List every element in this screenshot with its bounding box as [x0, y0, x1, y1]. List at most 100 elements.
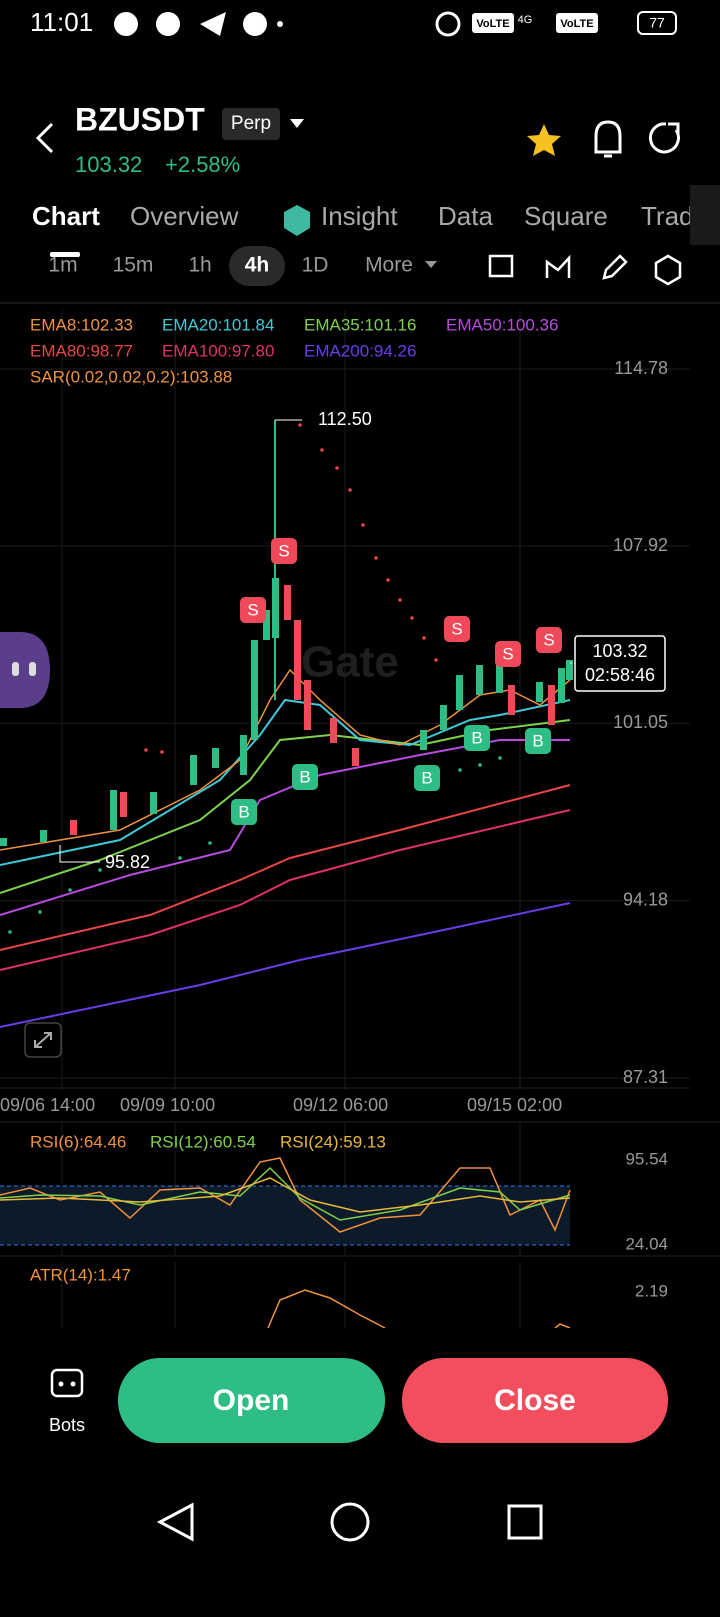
insight-icon — [284, 205, 310, 236]
y-tick-label: 101.05 — [613, 712, 668, 732]
indicator-legend: EMA100:97.80 — [162, 341, 274, 360]
x-tick-label: 09/06 14:00 — [0, 1095, 95, 1115]
signal-badge — [444, 616, 470, 642]
intervals: 1m 15m 1h 4h 1D More — [48, 246, 437, 286]
tab[interactable]: Trad — [641, 201, 694, 231]
indicator-legend: EMA8:102.33 — [30, 315, 133, 334]
rsi-lines — [0, 1157, 571, 1233]
signal: B — [231, 799, 257, 825]
y-tick-label: 2.19 — [635, 1281, 668, 1300]
tab[interactable]: Overview — [130, 201, 239, 231]
signal-label: S — [451, 619, 462, 638]
indicator-legend: EMA80:98.77 — [30, 341, 133, 360]
signal: B — [464, 725, 490, 751]
sar-dots — [144, 423, 438, 754]
time-axis: 09/06 14:00 09/09 10:00 09/12 06:00 09/15 0… — [0, 1095, 562, 1115]
atr-axis: 2.19 — [635, 1281, 668, 1300]
more-caret — [425, 261, 437, 268]
tab[interactable]: Data — [438, 201, 493, 231]
signal-badge — [536, 627, 562, 653]
rsi-legend: RSI(6):64.46 RSI(12):60.54 RSI(24):59.13 — [30, 1132, 386, 1151]
signal-label: B — [532, 731, 543, 750]
interval[interactable]: More — [365, 254, 413, 277]
last-price-box — [574, 635, 666, 692]
tab-indicator — [50, 252, 80, 257]
rsi-legend: RSI(6):64.46 — [30, 1132, 126, 1151]
alert-icon[interactable] — [594, 120, 622, 158]
network-label: 4G — [518, 14, 533, 26]
signal-label: S — [502, 644, 513, 663]
atr-line — [267, 1289, 571, 1329]
tool-icon[interactable] — [545, 254, 571, 278]
volte-badge — [556, 13, 598, 33]
signal: B — [414, 765, 440, 791]
x-tick-label: 09/12 06:00 — [293, 1095, 388, 1115]
open-button[interactable] — [118, 1358, 385, 1443]
tab[interactable]: Chart — [32, 201, 100, 231]
price-axis: 114.78 107.92 101.05 94.18 87.31 — [0, 358, 690, 1087]
floating-assistant[interactable] — [0, 632, 50, 708]
assistant-eye — [29, 662, 36, 676]
nav-back[interactable] — [156, 1502, 194, 1542]
signals: S S S S S B B B B B — [231, 538, 562, 825]
interval[interactable]: 1D — [302, 254, 329, 277]
signal-label: B — [299, 767, 310, 786]
bots-eye — [58, 1381, 64, 1387]
bots-eye — [70, 1381, 76, 1387]
tool-icon[interactable] — [654, 254, 682, 286]
share-icon[interactable] — [648, 122, 680, 154]
expand-icon — [34, 1032, 52, 1048]
interval-selected — [229, 246, 285, 286]
battery — [637, 11, 677, 35]
interval[interactable]: 4h — [245, 254, 270, 277]
expand-button[interactable] — [24, 1022, 62, 1058]
tab-fade — [690, 185, 720, 245]
status-icons — [114, 11, 461, 37]
y-tick-label: 95.54 — [625, 1149, 668, 1168]
rsi-legend: RSI(12):60.54 — [150, 1132, 256, 1151]
high-label: 112.50 — [318, 409, 372, 429]
back-button[interactable] — [35, 122, 54, 154]
x-tick-label: 09/09 10:00 — [120, 1095, 215, 1115]
interval[interactable]: 1h — [188, 254, 211, 277]
y-tick-label: 24.04 — [625, 1234, 668, 1253]
tabs: Chart Overview Insight Data Square Trad — [32, 201, 694, 231]
toolbar-icons — [488, 254, 682, 286]
close-button[interactable] — [402, 1358, 668, 1443]
perp-badge[interactable] — [222, 108, 280, 140]
indicator-legend: EMA50:100.36 — [446, 315, 558, 334]
bots-icon[interactable] — [50, 1368, 84, 1398]
tool-icon[interactable] — [602, 254, 628, 280]
tab[interactable]: Insight — [321, 201, 398, 231]
favorite-icon[interactable] — [527, 124, 561, 156]
indicator-legend: EMA35:101.16 — [304, 315, 416, 334]
bots-label[interactable]: Bots — [49, 1415, 85, 1435]
indicator-legend: SAR(0.02,0.02,0.2):103.88 — [30, 367, 232, 386]
battery-level: 77 — [649, 15, 665, 31]
signal: B — [525, 728, 551, 754]
signal-label: B — [421, 768, 432, 787]
interval[interactable]: 1m — [48, 254, 77, 277]
tab[interactable]: Square — [524, 201, 608, 231]
clock: 11:01 — [30, 7, 93, 37]
interval[interactable]: 15m — [113, 254, 154, 277]
network-label: VoLTE — [476, 18, 509, 30]
signal: S — [444, 616, 470, 642]
low-label: 95.82 — [105, 852, 150, 872]
signal-badge — [292, 764, 318, 790]
change: +2.58% — [165, 152, 240, 177]
tool-icon[interactable] — [488, 254, 514, 278]
open-label: Open — [213, 1384, 290, 1417]
nav-home[interactable] — [330, 1502, 370, 1542]
low-leader — [59, 845, 100, 863]
perp-label: Perp — [231, 113, 271, 134]
signal: B — [292, 764, 318, 790]
signal: S — [240, 597, 266, 623]
dropdown-icon[interactable] — [290, 119, 304, 128]
assistant-eye — [12, 662, 19, 676]
nav-recents[interactable] — [507, 1504, 543, 1540]
signal-badge — [271, 538, 297, 564]
signal-label: S — [247, 600, 258, 619]
signal-badge — [525, 728, 551, 754]
